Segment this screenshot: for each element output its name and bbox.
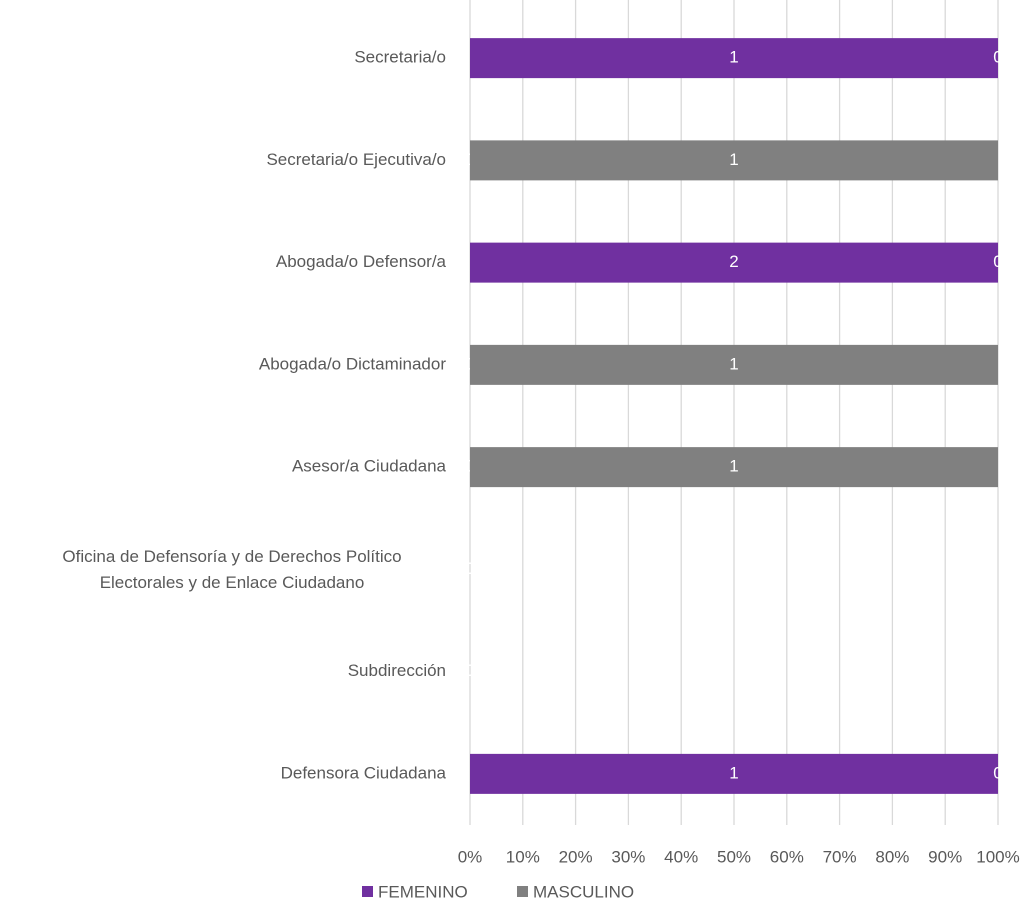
bar <box>470 38 998 79</box>
bar <box>470 242 998 283</box>
legend-label: MASCULINO <box>533 882 634 901</box>
data-label: 0 <box>993 48 1002 67</box>
y-tick-label: Abogada/o Defensor/a <box>276 252 447 271</box>
data-label: 0 <box>465 661 474 680</box>
x-tick-label: 20% <box>559 847 593 866</box>
x-tick-label: 100% <box>976 847 1019 866</box>
bar <box>470 753 998 794</box>
x-tick-label: 50% <box>717 847 751 866</box>
data-label: 1 <box>729 354 738 373</box>
x-tick-label: 40% <box>664 847 698 866</box>
x-tick-label: 60% <box>770 847 804 866</box>
y-tick-label: Defensora Ciudadana <box>281 763 447 782</box>
y-tick-label: Oficina de Defensoría y de Derechos Polí… <box>62 547 401 566</box>
y-tick-label: Abogada/o Dictaminador <box>259 354 446 373</box>
data-label: 0 <box>993 763 1002 782</box>
x-tick-label: 10% <box>506 847 540 866</box>
data-label: 0 <box>465 559 474 578</box>
y-tick-label: Electorales y de Enlace Ciudadano <box>100 573 365 592</box>
legend-swatch <box>362 886 373 897</box>
data-label: 0 <box>465 661 474 680</box>
y-tick-label: Secretaria/o <box>354 48 446 67</box>
data-label: 1 <box>729 48 738 67</box>
y-tick-label: Secretaria/o Ejecutiva/o <box>266 150 446 169</box>
y-tick-label: Asesor/a Ciudadana <box>292 457 447 476</box>
data-label: 1 <box>729 150 738 169</box>
data-label: 0 <box>465 559 474 578</box>
y-tick-label: Subdirección <box>348 661 446 680</box>
x-tick-label: 0% <box>458 847 483 866</box>
x-tick-label: 80% <box>875 847 909 866</box>
data-label: 1 <box>729 457 738 476</box>
bar <box>470 344 998 385</box>
bar <box>470 140 998 181</box>
legend-swatch <box>517 886 528 897</box>
legend-label: FEMENINO <box>378 882 468 901</box>
bar <box>470 447 998 488</box>
x-tick-label: 30% <box>611 847 645 866</box>
x-tick-label: 70% <box>823 847 857 866</box>
x-tick-label: 90% <box>928 847 962 866</box>
data-label: 1 <box>729 763 738 782</box>
data-label: 2 <box>729 252 738 271</box>
data-label: 0 <box>993 252 1002 271</box>
